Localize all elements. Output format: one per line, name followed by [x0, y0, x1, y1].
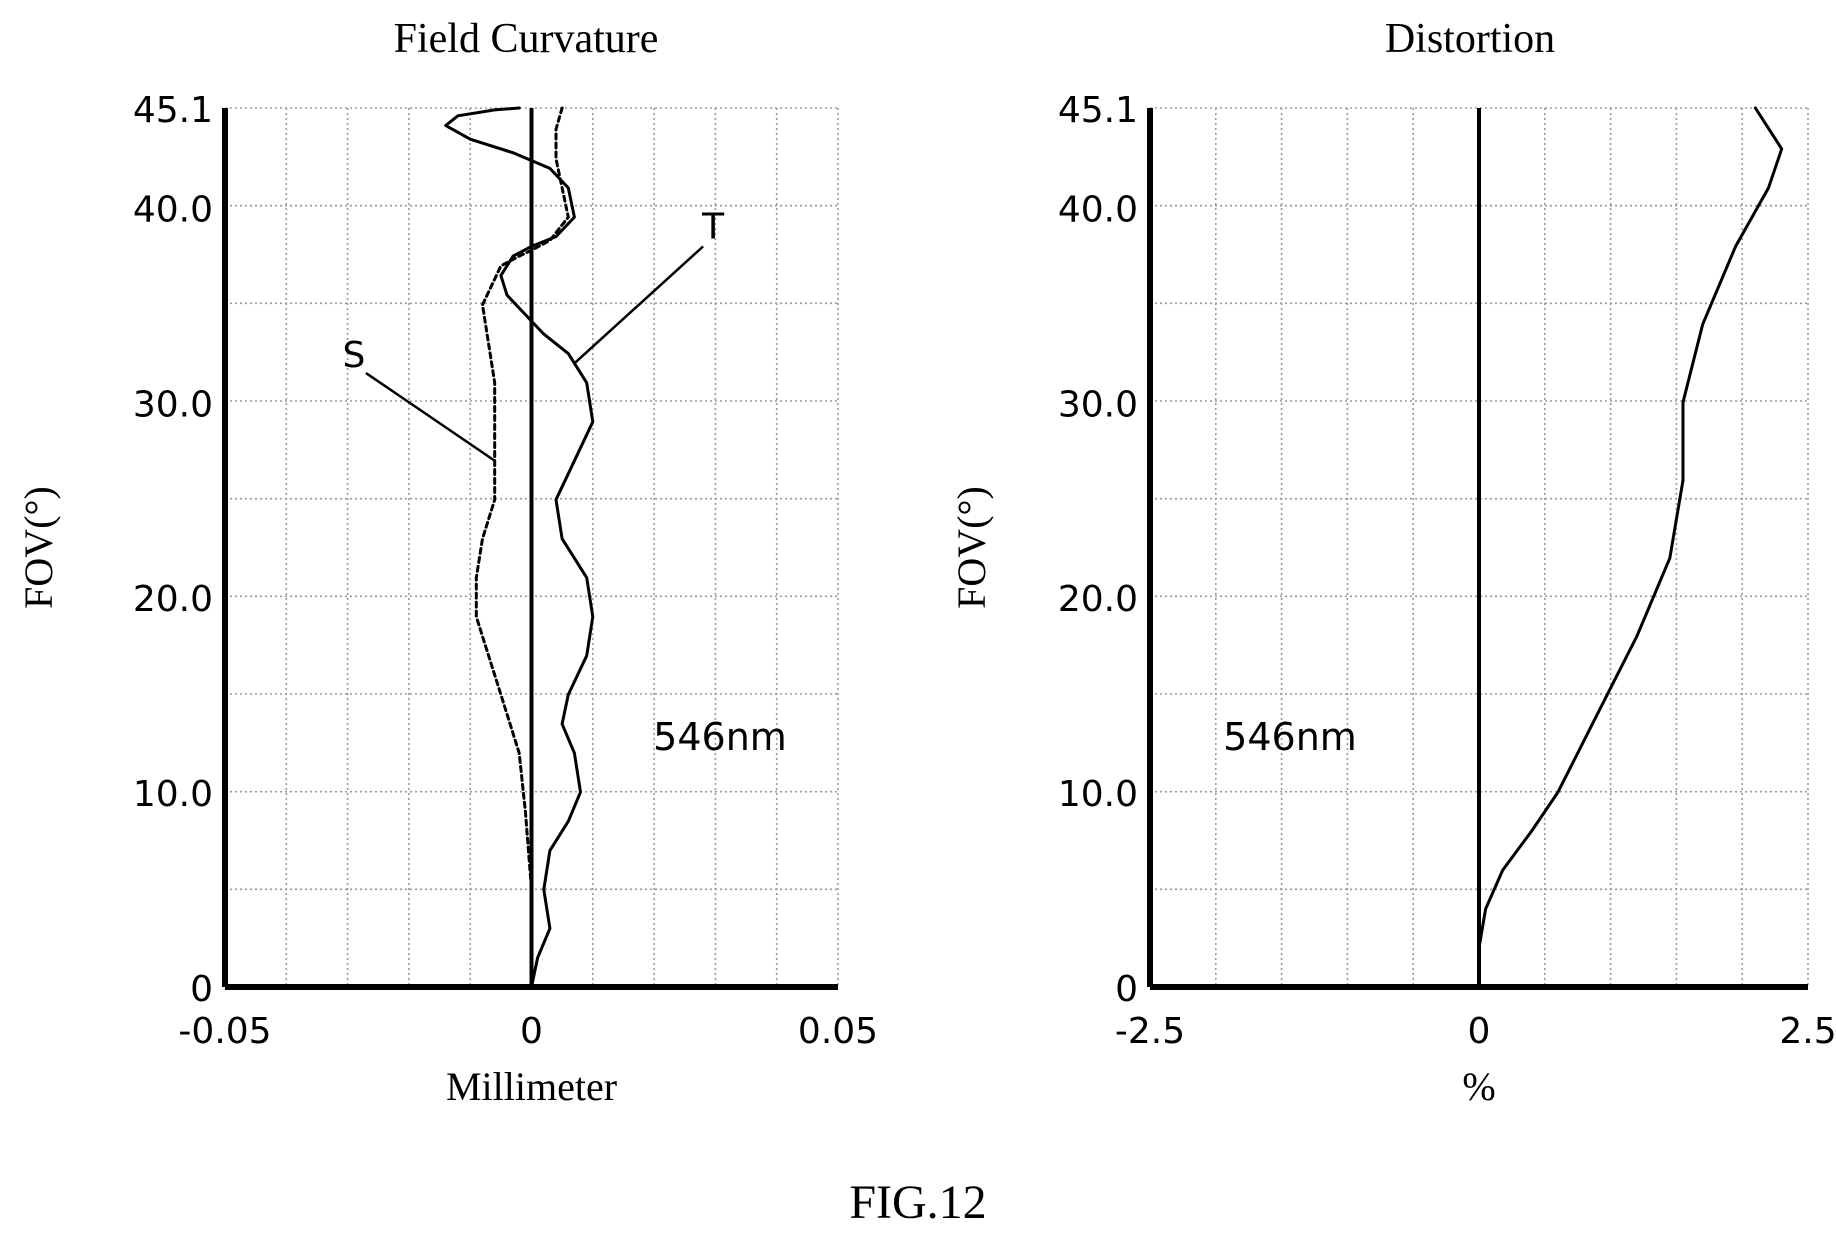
x-tick-label: 0 — [520, 1011, 543, 1052]
y-tick-label: 0 — [190, 969, 213, 1010]
y-tick-label: 10.0 — [1058, 774, 1138, 815]
y-axis-label: FOV(°) — [16, 486, 61, 609]
series-t-curve — [444, 106, 595, 989]
y-tick-label: 45.1 — [1058, 90, 1138, 131]
x-tick-label: -2.5 — [1115, 1011, 1185, 1052]
x-axis-label: Millimeter — [446, 1064, 617, 1109]
chart-title: Distortion — [1385, 16, 1555, 62]
y-tick-label: 20.0 — [133, 579, 213, 620]
series-label-s: S — [343, 335, 366, 376]
wavelength-annotation: 546nm — [653, 715, 787, 759]
leader-line-s — [365, 372, 496, 462]
y-tick-label: 0 — [1115, 969, 1138, 1010]
y-tick-label: 30.0 — [1058, 384, 1138, 425]
x-tick-label: 0 — [1468, 1011, 1491, 1052]
leader-line-t — [573, 245, 704, 365]
series-label-t: T — [701, 206, 725, 247]
distortion-curve — [1477, 106, 1784, 950]
series-s-curve — [474, 106, 570, 989]
y-tick-label: 20.0 — [1058, 579, 1138, 620]
y-tick-label: 40.0 — [1058, 189, 1138, 230]
x-axis-label: % — [1462, 1064, 1495, 1109]
chart-title: Field Curvature — [394, 16, 659, 62]
x-tick-label: 0.05 — [798, 1011, 878, 1052]
x-tick-label: -0.05 — [178, 1011, 271, 1052]
wavelength-annotation: 546nm — [1223, 715, 1357, 759]
x-tick-label: 2.5 — [1779, 1011, 1836, 1052]
field-curvature-panel: Field Curvature 0 10.0 20.0 30.0 40.0 45.1 -0.0… — [16, 16, 878, 1109]
y-tick-label: 10.0 — [133, 774, 213, 815]
y-axis-label: FOV(°) — [949, 486, 994, 609]
y-tick-label: 40.0 — [133, 189, 213, 230]
y-tick-label: 30.0 — [133, 384, 213, 425]
y-tick-label: 45.1 — [133, 90, 213, 131]
figure-label: FIG.12 — [849, 1176, 986, 1229]
